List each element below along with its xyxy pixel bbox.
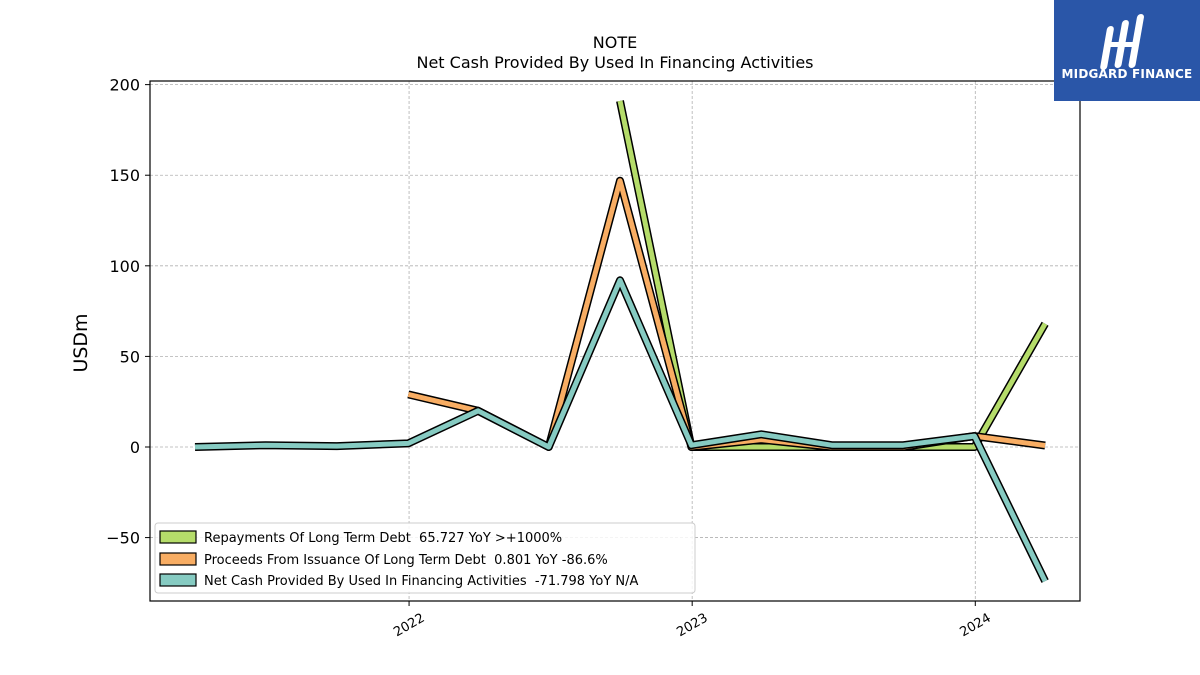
y-axis-label: USDm [70, 313, 92, 372]
logo-mark-icon [1100, 14, 1144, 70]
y-tick-label: 0 [130, 438, 140, 457]
legend: Repayments Of Long Term Debt 65.727 YoY … [154, 522, 696, 594]
legend-swatch-net-cash [159, 573, 197, 587]
y-tick-label: 150 [109, 166, 140, 185]
legend-box [154, 522, 696, 594]
x-tick-label: 2022 [391, 611, 427, 641]
legend-swatch-repayments [159, 530, 197, 544]
series-line [194, 277, 1048, 583]
series-line-outline [616, 100, 1049, 451]
chart-title: NOTE [593, 33, 637, 52]
x-tick-label: 2023 [674, 611, 710, 641]
x-tick-label: 2024 [957, 611, 993, 641]
plot-frame [149, 80, 1081, 602]
legend-label-repayments: Repayments Of Long Term Debt 65.727 YoY … [204, 531, 562, 546]
y-tick-label: 50 [120, 347, 140, 366]
legend-label-proceeds: Proceeds From Issuance Of Long Term Debt… [204, 553, 608, 568]
y-tick-label: 100 [109, 257, 140, 276]
brand-logo: MIDGARD FINANCE [1054, 0, 1200, 101]
series-lines [194, 100, 1049, 583]
y-tick-label: −50 [106, 529, 140, 548]
y-tick-label: 200 [109, 76, 140, 95]
logo-text: MIDGARD FINANCE [1061, 67, 1193, 81]
legend-label-net-cash: Net Cash Provided By Used In Financing A… [204, 574, 639, 589]
series-proceeds [407, 176, 1046, 451]
series-line-outline [407, 176, 1046, 451]
series-repayments [616, 100, 1049, 451]
series-line [407, 178, 1046, 450]
series-net-cash [194, 276, 1049, 583]
legend-swatch-proceeds [159, 552, 197, 566]
chart-subtitle: Net Cash Provided By Used In Financing A… [416, 53, 813, 72]
